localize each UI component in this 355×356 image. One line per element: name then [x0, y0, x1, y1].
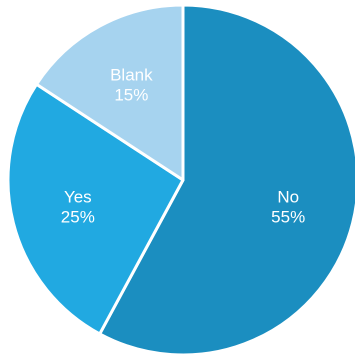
- slice-name-label: No: [277, 188, 299, 207]
- pie-slice-no: [98, 3, 355, 356]
- slice-value-label: 25%: [61, 208, 95, 227]
- slice-value-label: 55%: [271, 208, 305, 227]
- pie-slice-yes: [6, 82, 185, 336]
- slice-name-label: Yes: [64, 188, 92, 207]
- slice-name-label: Blank: [110, 66, 153, 85]
- slice-value-label: 15%: [114, 86, 148, 105]
- pie-slice-blank: [35, 3, 185, 182]
- pie-slices: [6, 3, 355, 356]
